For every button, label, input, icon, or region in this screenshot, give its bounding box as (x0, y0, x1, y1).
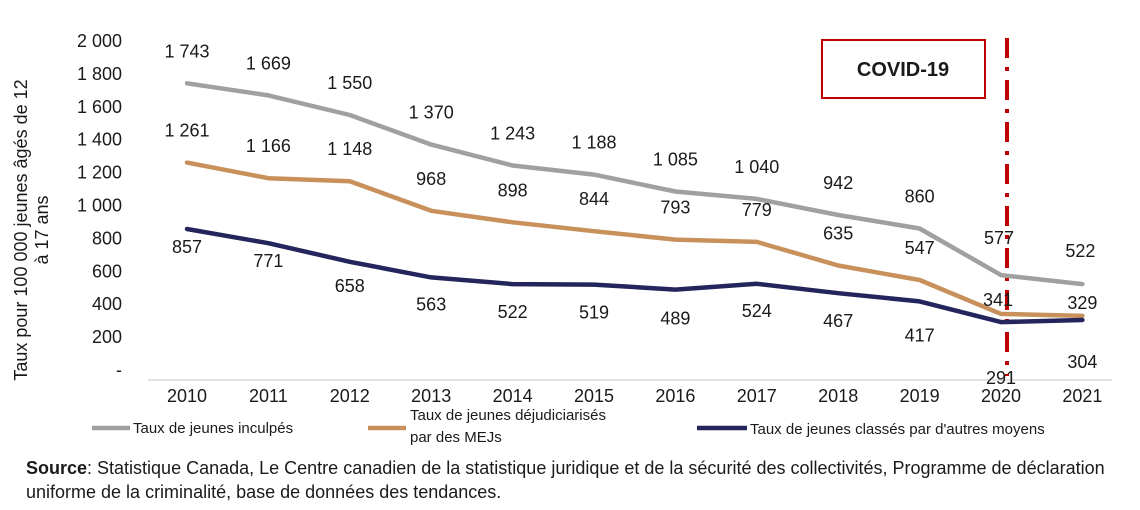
series-diverted-value-label: 1 261 (164, 121, 209, 141)
series-diverted-legend-label: Taux de jeunes déjudiciarisés par des MEJ… (410, 407, 606, 446)
series-diverted-value-label: 968 (416, 169, 446, 189)
y-tick-label: 800 (92, 228, 122, 248)
data-labels: 1 743 1 669 1 550 1 370 1 243 1 188 1 085 1 040… (164, 41, 1097, 388)
series-diverted-value-label: 547 (905, 238, 935, 258)
series-diverted-value-label: 779 (742, 200, 772, 220)
x-tick-label: 2015 (574, 386, 614, 406)
series-other-value-label: 489 (660, 309, 690, 329)
y-tick-label: - (116, 360, 122, 380)
series-charged-value-label: 1 243 (490, 124, 535, 144)
covid-label: COVID-19 (857, 59, 949, 81)
x-axis-ticks: 2010 2011 2012 2013 2014 2015 2016 2017 2018 2019… (167, 386, 1102, 406)
series-other-value-label: 519 (579, 303, 609, 323)
x-tick-label: 2019 (900, 386, 940, 406)
x-tick-label: 2016 (655, 386, 695, 406)
series-charged-value-label: 1 040 (734, 157, 779, 177)
series-charged-value-label: 942 (823, 173, 853, 193)
x-tick-label: 2020 (981, 386, 1021, 406)
series-other-value-label: 417 (905, 325, 935, 345)
series-diverted-value-label: 341 (983, 290, 1013, 310)
y-axis-label: Taux pour 100 000 jeunes âgés de 12à 17 … (11, 79, 52, 380)
series-other-value-label: 857 (172, 237, 202, 257)
series-charged-value-label: 577 (984, 228, 1014, 248)
series-group (184, 81, 1085, 325)
covid-box (821, 39, 986, 99)
x-tick-label: 2012 (330, 386, 370, 406)
y-tick-label: 1 200 (77, 163, 122, 183)
series-other-value-label: 304 (1067, 352, 1097, 372)
legend-label-line: Taux de jeunes classés par d'autres moye… (750, 421, 1045, 438)
y-tick-label: 1 800 (77, 64, 122, 84)
series-other-value-label: 522 (498, 302, 528, 322)
y-tick-label: 1 400 (77, 130, 122, 150)
series-charged-value-label: 1 370 (409, 103, 454, 123)
x-tick-label: 2011 (249, 386, 288, 406)
series-other-value-label: 658 (335, 276, 365, 296)
x-tick-label: 2014 (493, 386, 533, 406)
series-other-value-label: 524 (742, 301, 772, 321)
legend-label-line: Taux de jeunes inculpés (133, 420, 293, 437)
y-axis-title: Taux pour 100 000 jeunes âgés de 12à 17 … (11, 79, 52, 380)
series-charged-value-label: 1 085 (653, 150, 698, 170)
series-other-line (184, 226, 1085, 325)
chart: Taux pour 100 000 jeunes âgés de 12à 17 … (11, 31, 1112, 446)
series-other-value-label: 467 (823, 311, 853, 331)
series-charged-value-label: 1 188 (571, 133, 616, 153)
y-tick-label: 200 (92, 327, 122, 347)
legend: Taux de jeunes inculpés Taux de jeunes dé… (92, 407, 1045, 446)
legend-label-line: par des MEJs (410, 429, 502, 446)
series-diverted-value-label: 1 166 (246, 136, 291, 156)
y-axis-ticks: - 200 400 600 800 1 000 1 200 1 400 1 600 1 800 2 … (77, 31, 122, 380)
series-charged-value-label: 1 743 (164, 41, 209, 61)
series-other-legend-label: Taux de jeunes classés par d'autres moye… (750, 421, 1045, 438)
series-diverted-value-label: 844 (579, 189, 609, 209)
series-diverted-value-label: 898 (498, 180, 528, 200)
source-note: Source: Statistique Canada, Le Centre ca… (26, 456, 1126, 504)
series-charged-value-label: 522 (1065, 241, 1095, 261)
x-tick-label: 2018 (818, 386, 858, 406)
covid-annotation: COVID-19 (821, 38, 1009, 376)
x-tick-label: 2021 (1062, 386, 1102, 406)
series-diverted-value-label: 1 148 (327, 139, 372, 159)
y-tick-label: 2 000 (77, 31, 122, 51)
source-label: Source (26, 458, 88, 478)
y-axis-title-line: Taux pour 100 000 jeunes âgés de 12 (11, 79, 31, 380)
y-tick-label: 400 (92, 294, 122, 314)
y-tick-label: 1 000 (77, 196, 122, 216)
x-tick-label: 2010 (167, 386, 207, 406)
series-charged-value-label: 1 550 (327, 73, 372, 93)
series-charged-value-label: 860 (905, 187, 935, 207)
x-tick-label: 2017 (737, 386, 777, 406)
series-diverted-value-label: 635 (823, 224, 853, 244)
legend-label-line: Taux de jeunes déjudiciarisés (410, 407, 606, 424)
series-other-value-label: 291 (986, 368, 1016, 388)
series-charged-legend-label: Taux de jeunes inculpés (133, 420, 293, 437)
series-diverted-value-label: 329 (1067, 293, 1097, 313)
y-tick-label: 600 (92, 261, 122, 281)
series-diverted-value-label: 793 (660, 198, 690, 218)
source-text: : Statistique Canada, Le Centre canadien… (26, 458, 1105, 502)
series-other-value-label: 771 (253, 251, 283, 271)
series-charged-line (184, 81, 1085, 287)
series-other-value-label: 563 (416, 294, 446, 314)
y-tick-label: 1 600 (77, 97, 122, 117)
series-charged-value-label: 1 669 (246, 53, 291, 73)
series-diverted-line (184, 160, 1085, 319)
y-axis-title-line: à 17 ans (32, 195, 52, 264)
x-tick-label: 2013 (411, 386, 451, 406)
